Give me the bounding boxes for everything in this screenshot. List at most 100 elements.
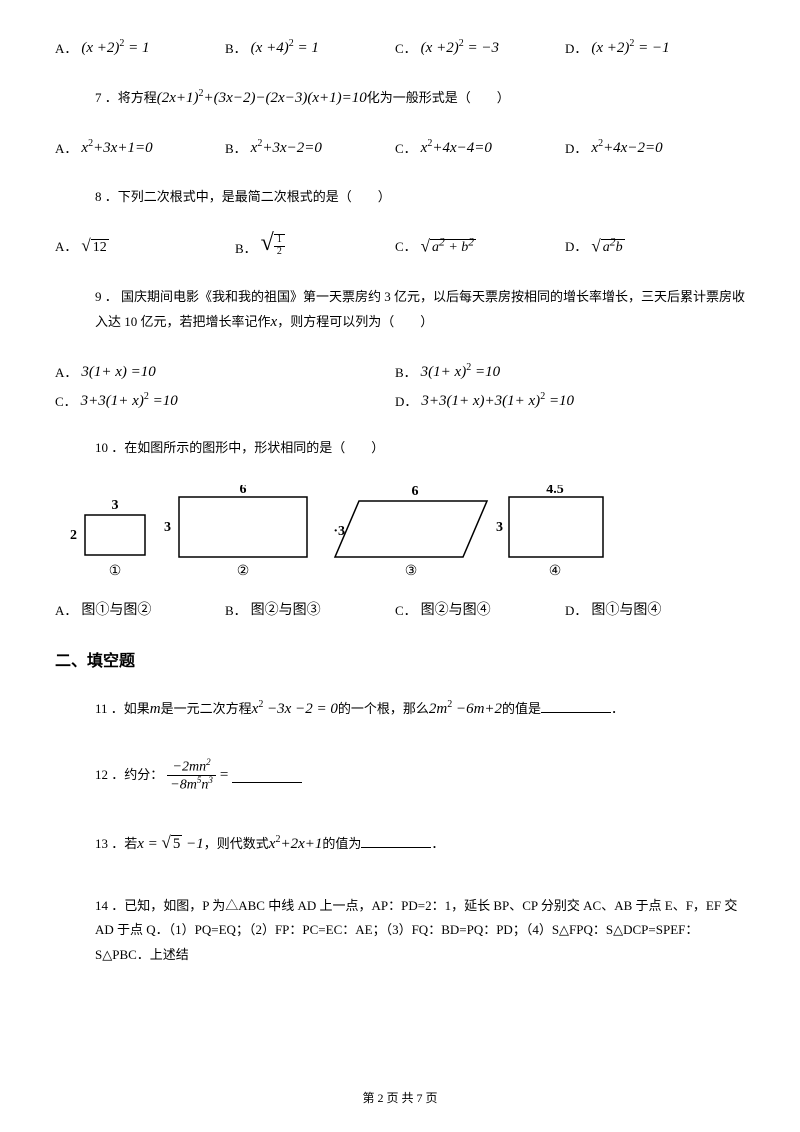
opt-label: C． xyxy=(55,391,77,410)
opt-label: B． xyxy=(225,38,247,57)
sqrt-icon: √a2 + b2 xyxy=(421,236,476,257)
q9-opt-c: C． 3+3(1+ x)2 =10 xyxy=(55,391,395,410)
page: A． (x +2)2 = 1 B． (x +4)2 = 1 C． (x +2)2… xyxy=(0,0,800,1132)
sqrt-icon: √ 1 2 xyxy=(261,234,285,257)
opt-label: D． xyxy=(565,38,587,57)
formula: 3(1+ x)2 =10 xyxy=(421,362,500,381)
opt-label: A． xyxy=(55,600,77,619)
variable: m xyxy=(150,701,161,717)
formula: 3+3(1+ x)2 =10 xyxy=(81,391,178,410)
opt-label: D． xyxy=(565,138,587,157)
q7-opt-d: D． x2+4x−2=0 xyxy=(565,138,663,157)
opt-label: C． xyxy=(395,138,417,157)
opt-label: C． xyxy=(395,38,417,57)
formula: x2 −3x −2 = 0 xyxy=(252,701,338,717)
blank xyxy=(541,698,611,713)
formula: x2+2x+1 xyxy=(269,836,323,852)
opt-text: 图①与图④ xyxy=(591,599,661,619)
q8-opt-b: B． √ 1 2 xyxy=(235,234,395,257)
q7-opt-b: B． x2+3x−2=0 xyxy=(225,138,395,157)
q8-opt-a: A． √12 xyxy=(55,236,235,256)
q9-opt-a: A． 3(1+ x) =10 xyxy=(55,362,395,381)
opt-label: D． xyxy=(395,391,417,410)
svg-text:6: 6 xyxy=(412,485,419,499)
q9-row1: A． 3(1+ x) =10 B． 3(1+ x)2 =10 xyxy=(55,362,745,381)
q10-stem: 10 ．在如图所示的图形中，形状相同的是（ ） xyxy=(95,436,745,459)
opt-label: B． xyxy=(395,362,417,381)
q8-options: A． √12 B． √ 1 2 C． √a2 + b2 D． √a2b xyxy=(55,234,745,257)
opt-label: B． xyxy=(235,238,257,257)
shape-1: 3 2 ① xyxy=(70,498,145,579)
svg-text:3: 3 xyxy=(112,498,119,513)
svg-text:2: 2 xyxy=(70,528,77,543)
formula: x2+3x+1=0 xyxy=(81,138,152,157)
shape-4: 4.5 3 ④ xyxy=(496,485,603,579)
q8-opt-d: D． √a2b xyxy=(565,236,625,257)
q6-opt-b: B． (x +4)2 = 1 xyxy=(225,38,395,57)
opt-label: A． xyxy=(55,38,77,57)
q10-opt-a: A． 图①与图② xyxy=(55,599,225,619)
opt-label: C． xyxy=(395,600,417,619)
formula: 2m2 −6m+2 xyxy=(429,701,502,717)
svg-text:4.5: 4.5 xyxy=(546,485,564,497)
formula: 3+3(1+ x)+3(1+ x)2 =10 xyxy=(421,391,574,410)
q10-opt-c: C． 图②与图④ xyxy=(395,599,565,619)
q11: 11 ．如果m是一元二次方程x2 −3x −2 = 0的一个根，那么2m2 −6… xyxy=(95,695,745,724)
q8-stem: 8 ．下列二次根式中，是最简二次根式的是（ ） xyxy=(95,185,745,208)
shape-3: 6 ·3 ③ xyxy=(333,485,487,579)
formula: x2+3x−2=0 xyxy=(251,138,322,157)
opt-label: D． xyxy=(565,600,587,619)
q7-opt-c: C． x2+4x−4=0 xyxy=(395,138,565,157)
q6-options: A． (x +2)2 = 1 B． (x +4)2 = 1 C． (x +2)2… xyxy=(55,38,745,57)
formula: (x +4)2 = 1 xyxy=(251,38,319,57)
q10-opt-d: D． 图①与图④ xyxy=(565,599,661,619)
q9-stem: 9 ． 国庆期间电影《我和我的祖国》第一天票房约 3 亿元，以后每天票房按相同的… xyxy=(95,285,745,335)
q9-opt-b: B． 3(1+ x)2 =10 xyxy=(395,362,500,381)
q7-stem: 7 ．将方程(2x+1)2+(3x−2)−(2x−3)(x+1)=10化为一般形… xyxy=(95,85,745,112)
blank xyxy=(361,833,431,848)
formula: (x +2)2 = 1 xyxy=(81,38,149,57)
svg-text:②: ② xyxy=(237,564,250,579)
svg-text:3: 3 xyxy=(496,520,503,535)
opt-label: C． xyxy=(395,236,417,255)
q8-opt-c: C． √a2 + b2 xyxy=(395,236,565,257)
fraction: −2mn2 −8m5n3 xyxy=(167,758,216,794)
svg-text:④: ④ xyxy=(549,564,562,579)
q9-row2: C． 3+3(1+ x)2 =10 D． 3+3(1+ x)+3(1+ x)2 … xyxy=(55,391,745,410)
opt-label: B． xyxy=(225,138,247,157)
q6-opt-a: A． (x +2)2 = 1 xyxy=(55,38,225,57)
q7-opt-a: A． x2+3x+1=0 xyxy=(55,138,225,157)
sqrt-icon: √a2b xyxy=(591,236,624,257)
q7-options: A． x2+3x+1=0 B． x2+3x−2=0 C． x2+4x−4=0 D… xyxy=(55,138,745,157)
q14: 14 ．已知，如图，P 为△ABC 中线 AD 上一点，AP：PD=2：1，延长… xyxy=(95,894,745,968)
opt-label: B． xyxy=(225,600,247,619)
q6-opt-c: C． (x +2)2 = −3 xyxy=(395,38,565,57)
opt-text: 图②与图③ xyxy=(251,599,321,619)
svg-text:③: ③ xyxy=(405,564,418,579)
formula: x2+4x−4=0 xyxy=(421,138,492,157)
opt-label: A． xyxy=(55,362,77,381)
formula: x2+4x−2=0 xyxy=(591,138,662,157)
opt-text: 图②与图④ xyxy=(421,599,491,619)
q9-opt-d: D． 3+3(1+ x)+3(1+ x)2 =10 xyxy=(395,391,574,410)
shapes-svg: 3 2 ① 6 3 ② 6 ·3 ③ 4.5 3 xyxy=(55,485,615,585)
opt-label: D． xyxy=(565,236,587,255)
q12: 12 ．约分： −2mn2 −8m5n3 = xyxy=(95,758,745,794)
svg-text:6: 6 xyxy=(240,485,247,497)
q10-options: A． 图①与图② B． 图②与图③ C． 图②与图④ D． 图①与图④ xyxy=(55,599,745,619)
formula: (x +2)2 = −3 xyxy=(421,38,499,57)
svg-text:3: 3 xyxy=(164,520,171,535)
svg-text:·3: ·3 xyxy=(333,524,345,539)
q13: 13 ．若x = √5 −1，则代数式x2+2x+1的值为． xyxy=(95,827,745,859)
q10-figure: 3 2 ① 6 3 ② 6 ·3 ③ 4.5 3 xyxy=(55,485,745,585)
section-2-title: 二、填空题 xyxy=(55,647,745,671)
sqrt-icon: √12 xyxy=(81,236,108,256)
sqrt-icon: √5 xyxy=(162,827,183,859)
opt-label: A． xyxy=(55,138,77,157)
q10-opt-b: B． 图②与图③ xyxy=(225,599,395,619)
opt-label: A． xyxy=(55,236,77,255)
formula: (2x+1)2+(3x−2)−(2x−3)(x+1)=10 xyxy=(157,90,367,106)
formula: x = √5 −1 xyxy=(137,836,204,852)
equals: = xyxy=(220,761,228,790)
formula: (x +2)2 = −1 xyxy=(591,38,669,57)
